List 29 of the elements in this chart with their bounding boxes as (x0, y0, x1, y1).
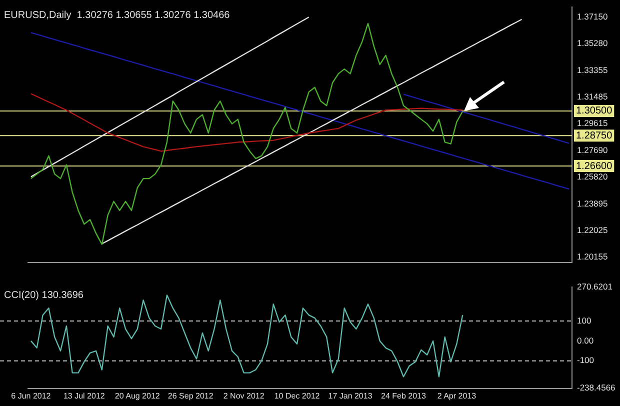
y-tick-label: 0.00 (577, 335, 594, 346)
y-tick-label: 1.33355 (577, 65, 608, 76)
ref-line-label: 1.30500 (576, 106, 613, 117)
x-tick-label: 20 Aug 2012 (114, 391, 160, 400)
x-tick-label: 17 Jan 2013 (328, 391, 373, 400)
y-tick-label: 1.23895 (577, 198, 608, 209)
x-tick-label: 10 Dec 2012 (274, 391, 320, 400)
y-tick-label: 1.22025 (577, 224, 608, 235)
ref-line-label: 1.26600 (576, 160, 613, 172)
x-tick-label: 2 Apr 2013 (437, 391, 477, 400)
y-tick-label: 1.25820 (577, 171, 608, 182)
y-tick-label: -100 (577, 355, 594, 366)
y-tick-label: 1.37150 (577, 11, 608, 22)
y-tick-label: 1.27690 (577, 144, 608, 155)
chart-title: CCI(20) 130.3696 (4, 290, 84, 301)
chart-title: EURUSD,Daily 1.30276 1.30655 1.30276 1.30466 (4, 10, 230, 21)
x-tick-label: 24 Feb 2013 (381, 391, 426, 400)
y-tick-label: 1.29615 (577, 118, 608, 128)
y-tick-label: 100 (577, 315, 592, 326)
x-tick-label: 13 Jul 2012 (63, 391, 106, 400)
x-tick-label: 26 Sep 2012 (168, 391, 214, 400)
x-tick-label: 2 Nov 2012 (223, 391, 265, 400)
y-tick-label: -238.4566 (577, 382, 616, 393)
y-tick-label: 1.35280 (577, 38, 608, 48)
y-tick-label: 1.20155 (577, 251, 608, 262)
ref-line-label: 1.28750 (576, 130, 613, 142)
x-tick-label: 6 Jun 2012 (11, 391, 52, 400)
y-tick-label: 1.31485 (577, 91, 608, 102)
y-tick-label: 270.6201 (577, 281, 613, 292)
